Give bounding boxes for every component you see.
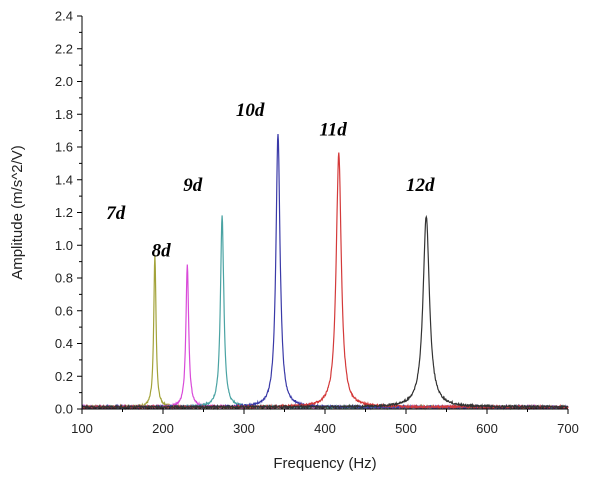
y-tick-label: 1.2 (55, 205, 73, 220)
x-tick-label: 600 (476, 421, 498, 436)
y-tick-label: 2.0 (55, 74, 73, 89)
peak-labels: 7d 8d 9d 10d 11d 12d (106, 100, 435, 262)
x-tick-label: 700 (557, 421, 579, 436)
y-tick-label: 2.4 (55, 9, 73, 24)
y-tick-label: 1.0 (55, 238, 73, 253)
y-tick-label: 0.2 (55, 369, 73, 384)
series-line-7d (81, 254, 569, 411)
y-axis-ticks: 0.0 0.2 0.4 0.6 0.8 1.0 1.2 1.4 1.6 1.8 2.0 2.2 2.4 (55, 9, 82, 417)
series-line-12d (81, 214, 569, 411)
x-tick-label: 300 (233, 421, 255, 436)
y-tick-label: 1.4 (55, 172, 73, 187)
series-line-8d (81, 264, 569, 411)
y-tick-label: 1.6 (55, 140, 73, 155)
y-tick-label: 0.0 (55, 402, 73, 417)
y-axis-title: Amplitude (m/s^2/V) (9, 145, 26, 280)
peak-label-9d: 9d (183, 175, 203, 196)
y-tick-label: 0.8 (55, 271, 73, 286)
y-tick-label: 0.4 (55, 336, 73, 351)
y-tick-label: 2.2 (55, 41, 73, 56)
x-axis-ticks: 100 200 300 400 500 600 700 (71, 409, 579, 436)
x-tick-label: 400 (314, 421, 336, 436)
x-axis-title: Frequency (Hz) (273, 455, 376, 472)
peak-label-12d: 12d (406, 175, 435, 196)
y-tick-label: 1.8 (55, 107, 73, 122)
peak-label-7d: 7d (106, 203, 126, 224)
series-lines (81, 133, 569, 411)
x-tick-label: 100 (71, 421, 93, 436)
x-tick-label: 500 (395, 421, 417, 436)
y-tick-label: 0.6 (55, 303, 73, 318)
peak-label-11d: 11d (319, 120, 347, 141)
series-line-11d (81, 152, 569, 411)
x-tick-label: 200 (152, 421, 174, 436)
peak-label-10d: 10d (236, 100, 265, 121)
peak-label-8d: 8d (152, 241, 172, 262)
